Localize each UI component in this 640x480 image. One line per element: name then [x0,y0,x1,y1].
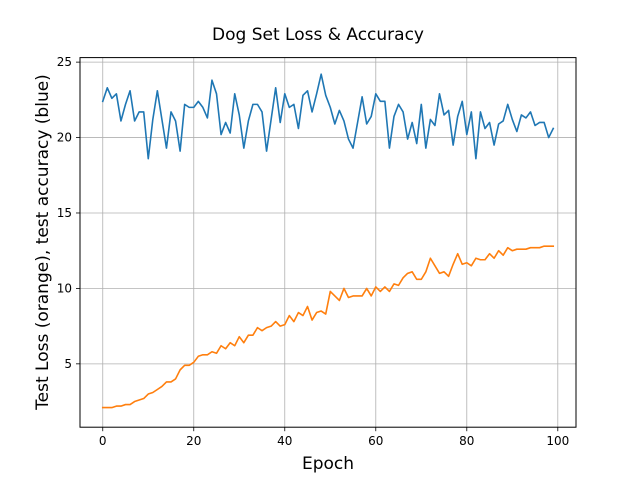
y-tick-label: 10 [57,281,72,295]
y-tick-label: 25 [57,55,72,69]
x-tick-label: 20 [186,434,201,448]
y-tick-label: 20 [57,131,72,145]
y-tick-label: 15 [57,206,72,220]
accuracy-series-line [101,73,555,160]
x-tick-label: 80 [459,434,474,448]
loss-series-line [101,245,555,409]
x-tick-label: 40 [277,434,292,448]
y-axis-label: Test Loss (orange), test accuracy (blue) [33,74,53,411]
x-axis-label: Epoch [302,454,354,474]
chart-title: Dog Set Loss & Accuracy [212,25,424,45]
y-tick-label: 5 [64,357,72,371]
x-tick-label: 100 [546,434,569,448]
x-tick-label: 0 [99,434,107,448]
axis-ticks: 0 20 40 60 80 100 5 10 15 20 25 [57,55,570,448]
plot-frame [79,57,577,428]
plot-series [101,73,555,409]
x-tick-label: 60 [368,434,383,448]
